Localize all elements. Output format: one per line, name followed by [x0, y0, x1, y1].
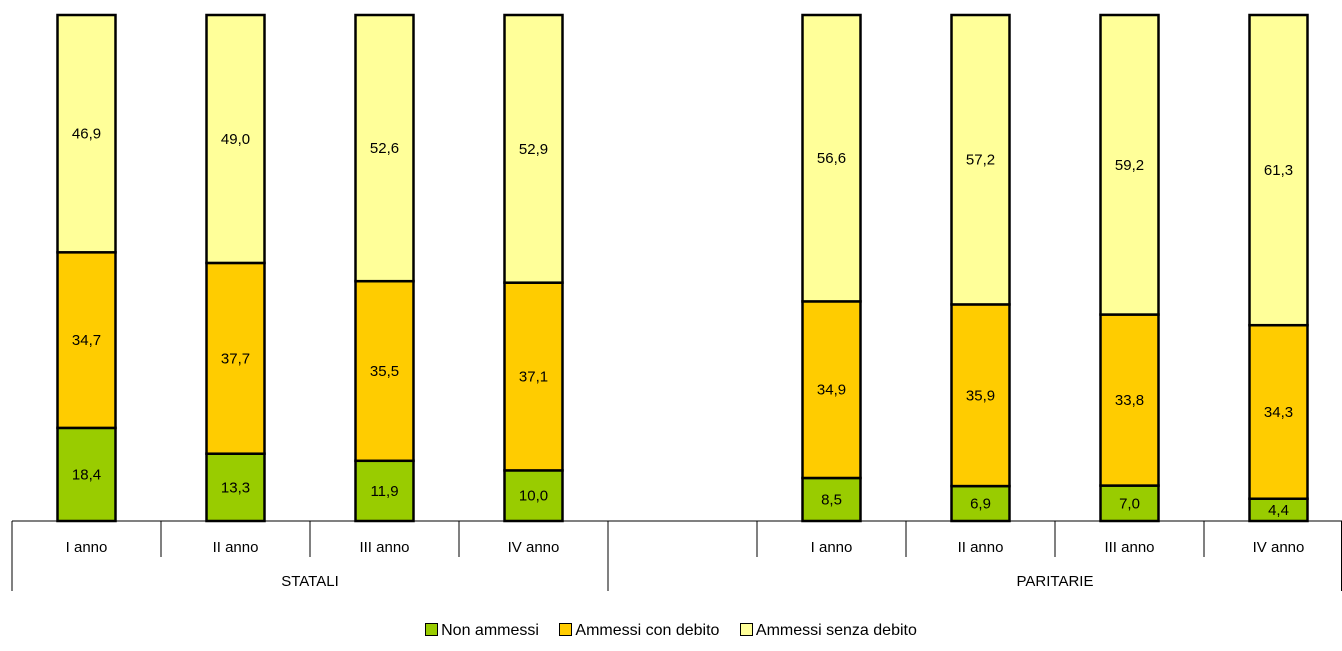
data-label-non-ammessi-1: 18,4	[72, 466, 101, 483]
bar-ammessi-con-debito-7	[1099, 313, 1160, 487]
legend: Non ammessi Ammessi con debito Ammessi s…	[0, 622, 1342, 640]
data-label-ammessi-con-debito-2: 37,7	[221, 350, 250, 367]
legend-swatch-ammessi-con-debito	[559, 623, 573, 637]
x-tick-label-6: II anno	[958, 539, 1004, 556]
bar-ammessi-con-debito-3	[354, 279, 415, 463]
bar-ammessi-senza-debito-8	[1248, 13, 1309, 327]
data-label-non-ammessi-2: 13,3	[221, 479, 250, 496]
data-label-ammessi-senza-debito-7: 59,2	[1115, 157, 1144, 174]
bar-ammessi-senza-debito-4	[503, 13, 564, 284]
legend-item-ammessi-senza-debito: Ammessi senza debito	[739, 622, 917, 640]
legend-item-ammessi-con-debito: Ammessi con debito	[559, 622, 719, 640]
legend-item-non-ammessi: Non ammessi	[425, 622, 539, 640]
data-label-ammessi-con-debito-8: 34,3	[1264, 404, 1293, 421]
bar-non-ammessi-1	[56, 426, 117, 523]
x-tick-label-4: IV anno	[508, 539, 560, 556]
bar-ammessi-con-debito-6	[950, 303, 1011, 488]
data-label-non-ammessi-6: 6,9	[970, 496, 991, 513]
data-label-non-ammessi-3: 11,9	[370, 483, 398, 500]
data-label-ammessi-senza-debito-3: 52,6	[370, 140, 399, 157]
data-label-non-ammessi-7: 7,0	[1119, 495, 1140, 512]
bar-non-ammessi-2	[205, 452, 266, 523]
data-label-ammessi-con-debito-1: 34,7	[72, 332, 101, 349]
data-label-ammessi-senza-debito-1: 46,9	[72, 126, 101, 143]
bar-ammessi-senza-debito-3	[354, 13, 415, 283]
x-tick-label-2: II anno	[213, 539, 259, 556]
bar-ammessi-con-debito-1	[56, 251, 117, 430]
group-label-statali: STATALI	[281, 573, 339, 590]
bar-ammessi-senza-debito-7	[1099, 13, 1160, 316]
data-label-ammessi-con-debito-4: 37,1	[519, 369, 548, 386]
bar-ammessi-con-debito-8	[1248, 323, 1309, 500]
x-tick-label-7: III anno	[1104, 539, 1154, 556]
data-label-ammessi-con-debito-5: 34,9	[817, 382, 846, 399]
data-label-ammessi-senza-debito-2: 49,0	[221, 131, 250, 148]
legend-swatch-ammessi-senza-debito	[739, 623, 753, 637]
group-label-paritarie: PARITARIE	[1017, 573, 1094, 590]
bar-non-ammessi-4	[503, 469, 564, 523]
x-tick-label-1: I anno	[66, 539, 108, 556]
data-label-ammessi-con-debito-6: 35,9	[966, 387, 995, 404]
data-label-ammessi-senza-debito-8: 61,3	[1264, 162, 1293, 179]
x-tick-label-8: IV anno	[1253, 539, 1305, 556]
bar-ammessi-senza-debito-6	[950, 13, 1011, 306]
data-label-ammessi-con-debito-7: 33,8	[1115, 392, 1144, 409]
bar-ammessi-con-debito-2	[205, 261, 266, 455]
data-label-ammessi-senza-debito-4: 52,9	[519, 141, 548, 158]
legend-swatch-non-ammessi	[425, 623, 439, 637]
data-label-non-ammessi-5: 8,5	[821, 491, 842, 508]
legend-label-ammessi-senza-debito: Ammessi senza debito	[755, 622, 917, 639]
bar-ammessi-senza-debito-1	[56, 13, 117, 254]
data-label-non-ammessi-8: 4,4	[1268, 502, 1289, 519]
legend-label-ammessi-con-debito: Ammessi con debito	[575, 622, 720, 639]
data-label-non-ammessi-4: 10,0	[519, 488, 548, 505]
data-label-ammessi-senza-debito-5: 56,6	[817, 150, 846, 167]
bar-ammessi-senza-debito-5	[801, 13, 862, 303]
bar-ammessi-senza-debito-2	[205, 13, 266, 265]
x-tick-label-5: I anno	[811, 539, 853, 556]
data-label-ammessi-con-debito-3: 35,5	[370, 363, 399, 380]
legend-label-non-ammessi: Non ammessi	[441, 622, 539, 639]
data-label-ammessi-senza-debito-6: 57,2	[966, 152, 995, 169]
x-tick-label-3: III anno	[359, 539, 409, 556]
bar-ammessi-con-debito-4	[503, 281, 564, 472]
